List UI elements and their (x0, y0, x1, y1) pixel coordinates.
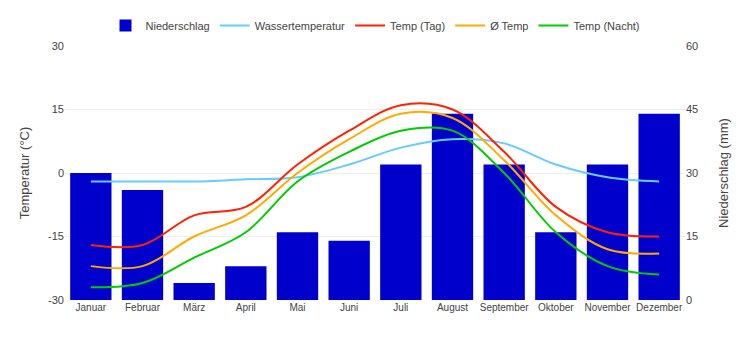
svg-text:30: 30 (686, 167, 698, 179)
svg-text:0: 0 (686, 294, 692, 306)
svg-text:15: 15 (52, 103, 64, 115)
svg-text:Juni: Juni (340, 302, 358, 313)
svg-text:Dezember: Dezember (636, 302, 683, 313)
svg-text:-15: -15 (48, 230, 64, 242)
svg-text:Wassertemperatur: Wassertemperatur (255, 20, 345, 32)
svg-text:März: März (183, 302, 205, 313)
svg-text:Temp (Nacht): Temp (Nacht) (573, 20, 639, 32)
svg-text:Juli: Juli (393, 302, 408, 313)
svg-text:Ø Temp: Ø Temp (490, 20, 528, 32)
svg-text:September: September (480, 302, 530, 313)
svg-text:November: November (584, 302, 631, 313)
svg-text:-30: -30 (48, 294, 64, 306)
svg-text:45: 45 (686, 103, 698, 115)
svg-text:Februar: Februar (125, 302, 161, 313)
svg-text:Oktober: Oktober (538, 302, 574, 313)
svg-text:60: 60 (686, 40, 698, 52)
svg-text:Temperatur (°C): Temperatur (°C) (17, 127, 32, 220)
svg-text:April: April (236, 302, 256, 313)
svg-text:Niederschlag (mm): Niederschlag (mm) (716, 118, 731, 228)
svg-text:Niederschlag: Niederschlag (146, 20, 210, 32)
svg-text:Januar: Januar (76, 302, 107, 313)
svg-text:Mai: Mai (289, 302, 305, 313)
svg-text:0: 0 (58, 167, 64, 179)
svg-text:15: 15 (686, 230, 698, 242)
svg-text:30: 30 (52, 40, 64, 52)
svg-text:August: August (437, 302, 468, 313)
svg-text:Temp (Tag): Temp (Tag) (390, 20, 445, 32)
